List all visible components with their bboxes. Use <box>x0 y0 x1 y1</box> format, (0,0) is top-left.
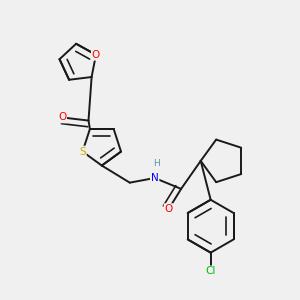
Text: N: N <box>151 173 158 183</box>
Text: H: H <box>153 160 160 169</box>
Text: Cl: Cl <box>206 266 216 276</box>
Text: O: O <box>164 204 173 214</box>
Text: O: O <box>92 50 100 60</box>
Text: S: S <box>79 147 86 157</box>
Text: O: O <box>58 112 66 122</box>
